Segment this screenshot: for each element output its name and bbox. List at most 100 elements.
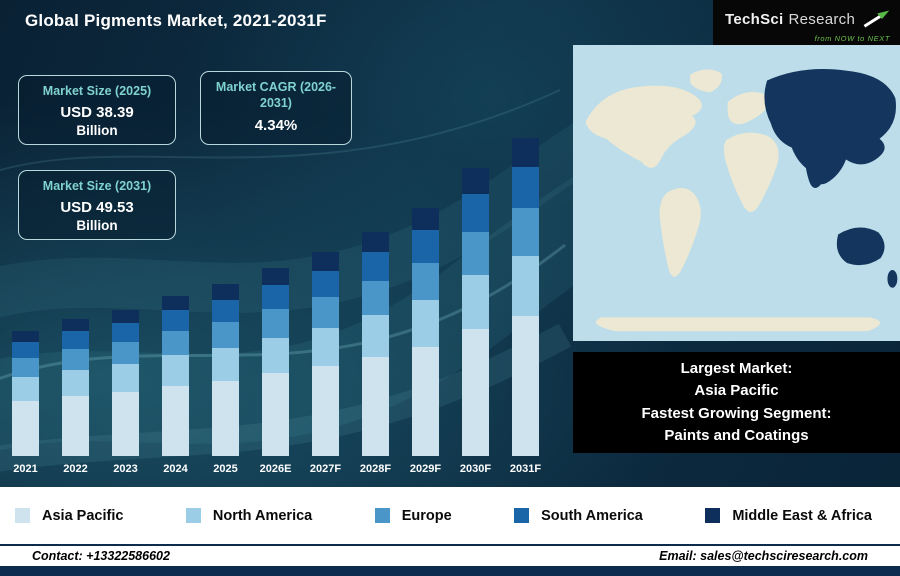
bar-segment-north-america	[212, 347, 239, 381]
brand-logo: TechSci Research from NOW to NEXT	[713, 0, 900, 45]
legend-label: North America	[212, 507, 313, 524]
bar-column-2024: 2024	[162, 296, 189, 475]
bar-segment-asia-pacific	[212, 380, 239, 456]
bar-segment-middle-east-africa	[62, 319, 89, 332]
info-box-unit: Billion	[76, 122, 118, 138]
bar-segment-south-america	[262, 284, 289, 310]
x-axis-label: 2029F	[409, 463, 442, 475]
x-axis-label: 2022	[63, 463, 88, 475]
bar-stack	[162, 296, 189, 456]
bar-segment-middle-east-africa	[512, 138, 539, 167]
info-box-label: Market CAGR (2026-2031)	[215, 80, 337, 110]
market-cagr-box: Market CAGR (2026-2031) 4.34%	[200, 71, 352, 145]
bar-segment-europe	[12, 358, 39, 378]
bar-segment-north-america	[412, 299, 439, 347]
bar-stack	[462, 168, 489, 456]
info-box-value: USD 49.53	[60, 198, 134, 216]
bar-segment-middle-east-africa	[412, 208, 439, 231]
bar-column-2027F: 2027F	[310, 252, 341, 475]
market-size-2031-box: Market Size (2031) USD 49.53 Billion	[18, 170, 176, 240]
bar-column-2030F: 2030F	[460, 168, 491, 475]
bar-stack	[512, 138, 539, 456]
bar-segment-south-america	[12, 342, 39, 359]
bar-segment-middle-east-africa	[262, 268, 289, 285]
bar-stack	[262, 268, 289, 456]
bottom-strip	[0, 566, 900, 576]
x-axis-label: 2028F	[359, 463, 392, 475]
bar-segment-europe	[162, 331, 189, 356]
bar-stack	[62, 319, 89, 456]
page-title: Global Pigments Market, 2021-2031F	[25, 11, 327, 30]
legend-label: Europe	[401, 507, 452, 524]
legend-item-asia-pacific: Asia Pacific	[15, 508, 123, 524]
legend-label: Asia Pacific	[42, 507, 124, 524]
legend-swatch	[705, 508, 721, 523]
legend-label: South America	[541, 507, 643, 524]
legend-swatch	[514, 508, 530, 523]
bar-segment-europe	[412, 262, 439, 300]
bar-segment-north-america	[62, 369, 89, 396]
bar-stack	[112, 310, 139, 456]
bar-segment-asia-pacific	[312, 366, 339, 456]
logo-brand-text: TechSci	[725, 10, 784, 28]
bar-segment-north-america	[162, 355, 189, 386]
bar-column-2025: 2025	[212, 284, 239, 475]
logo-arrow-icon	[863, 10, 890, 28]
bar-segment-europe	[112, 342, 139, 365]
email-text: Email: sales@techsciresearch.com	[659, 549, 868, 563]
bar-stack	[362, 232, 389, 456]
bar-segment-asia-pacific	[62, 395, 89, 456]
bar-segment-south-america	[412, 230, 439, 263]
bar-segment-middle-east-africa	[112, 310, 139, 324]
bar-segment-middle-east-africa	[362, 232, 389, 253]
largest-market-callout: Largest Market: Asia Pacific Fastest Gro…	[573, 352, 900, 453]
logo-brand-text2: Research	[788, 10, 856, 28]
bar-chart: 2021 2022 2023 2024 2025 2026E 2027F 2028F 2029F…	[12, 138, 564, 475]
info-box-label: Market Size (2025)	[42, 84, 152, 98]
bar-segment-asia-pacific	[412, 346, 439, 456]
bar-segment-middle-east-africa	[12, 331, 39, 343]
x-axis-label: 2025	[213, 463, 238, 475]
bar-segment-europe	[362, 281, 389, 315]
bar-stack	[312, 252, 339, 456]
bar-segment-asia-pacific	[112, 391, 139, 456]
bar-column-2021: 2021	[12, 331, 39, 475]
callout-line: Largest Market:	[680, 359, 793, 377]
bar-segment-europe	[262, 309, 289, 338]
callout-line: Asia Pacific	[694, 382, 779, 399]
bar-segment-north-america	[362, 314, 389, 358]
info-box-unit: Billion	[76, 217, 118, 233]
bar-segment-asia-pacific	[12, 400, 39, 456]
callout-line: Fastest Growing Segment:	[641, 404, 832, 422]
bar-segment-middle-east-africa	[162, 296, 189, 311]
bar-segment-asia-pacific	[462, 329, 489, 456]
bar-segment-south-america	[162, 310, 189, 332]
bar-segment-north-america	[312, 327, 339, 367]
bar-segment-north-america	[262, 337, 289, 374]
info-box-value: USD 38.39	[60, 103, 134, 121]
bar-segment-middle-east-africa	[312, 252, 339, 271]
bar-segment-europe	[212, 322, 239, 348]
legend: Asia Pacific North America Europe South Ame…	[0, 487, 900, 544]
footer: Contact: +13322586602 Email: sales@techs…	[0, 544, 900, 566]
legend-swatch	[185, 508, 201, 523]
legend-item-middle-east-africa: Middle East & Africa	[705, 508, 872, 524]
bar-segment-europe	[462, 231, 489, 275]
bar-segment-asia-pacific	[362, 357, 389, 456]
legend-item-europe: Europe	[374, 507, 452, 524]
x-axis-label: 2021	[13, 463, 38, 475]
bar-segment-asia-pacific	[262, 373, 289, 456]
x-axis-label: 2023	[113, 463, 138, 475]
legend-swatch	[15, 508, 30, 523]
bar-segment-south-america	[362, 252, 389, 282]
bar-column-2023: 2023	[112, 310, 139, 475]
bar-segment-europe	[62, 349, 89, 370]
bar-segment-asia-pacific	[162, 385, 189, 456]
x-axis-label: 2031F	[509, 463, 542, 475]
world-map-graphic	[573, 45, 900, 341]
bar-stack	[12, 331, 39, 456]
bar-stack	[212, 284, 239, 456]
main-panel: Global Pigments Market, 2021-2031F TechS…	[0, 0, 900, 487]
info-box-value: 4.34%	[254, 117, 298, 135]
